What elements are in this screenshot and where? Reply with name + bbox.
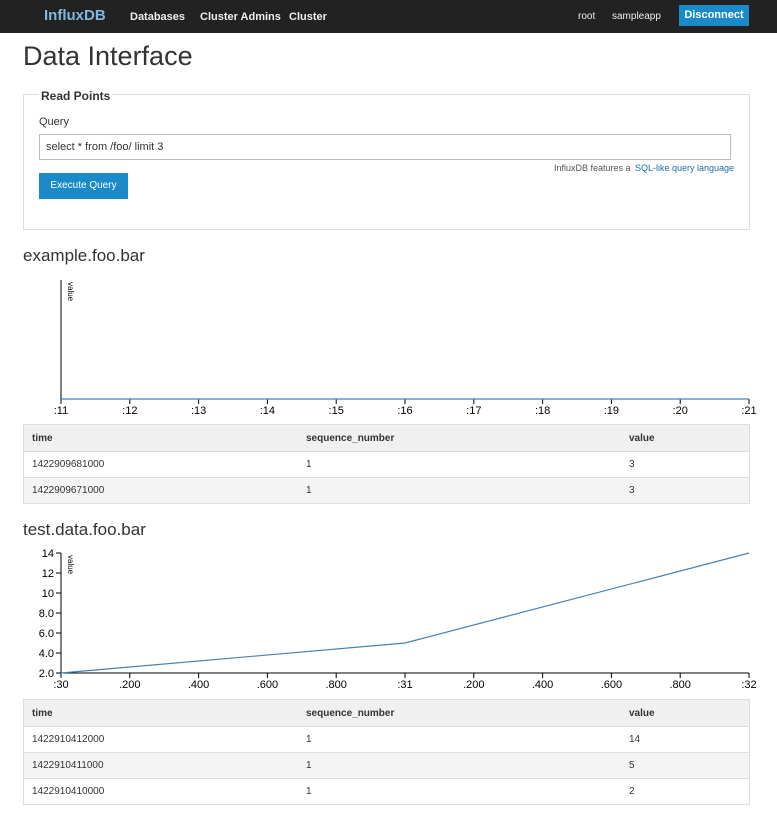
x-tick-label: .200 bbox=[463, 679, 484, 691]
x-tick-label: :16 bbox=[397, 405, 412, 417]
nav-link[interactable]: Cluster Admins bbox=[200, 11, 281, 23]
cell: 1422910410000 bbox=[23, 778, 298, 805]
y-tick-label: 14 bbox=[42, 548, 54, 560]
y-tick-label: 2.0 bbox=[39, 668, 54, 680]
x-tick-label: :11 bbox=[54, 405, 68, 417]
column-header: value bbox=[621, 424, 750, 452]
x-tick-label: .400 bbox=[532, 679, 553, 691]
table: time sequence_number value 1422909681000 1 3 1… bbox=[23, 424, 750, 504]
series-title: example.foo.bar bbox=[23, 246, 145, 265]
y-tick-label: 6.0 bbox=[39, 628, 54, 640]
disconnect-button[interactable]: Disconnect bbox=[679, 5, 749, 26]
x-tick-label: :14 bbox=[260, 405, 275, 417]
x-tick-label: :17 bbox=[466, 405, 481, 417]
cell: 1 bbox=[298, 726, 621, 753]
cell: 2 bbox=[621, 778, 750, 805]
cell: 1422909681000 bbox=[23, 451, 298, 478]
chart: value :30 .200 .400 .600 .800 :31 .200 .400 .600.… bbox=[39, 548, 757, 691]
cell: 1422910412000 bbox=[23, 726, 298, 753]
row: 1422909671000 1 3 bbox=[23, 477, 750, 504]
help-text: InfluxDB features a bbox=[554, 163, 631, 173]
x-tick-label: :21 bbox=[741, 405, 756, 417]
x-tick-label: :13 bbox=[191, 405, 206, 417]
header-row: time sequence_number value bbox=[23, 424, 750, 452]
legend: Read Points bbox=[39, 89, 113, 103]
column-header: time bbox=[23, 699, 298, 727]
x-tick-label: .800 bbox=[325, 679, 346, 691]
x-tick-label: .600 bbox=[257, 679, 278, 691]
column-header: sequence_number bbox=[298, 699, 621, 727]
x-tick-label: :19 bbox=[604, 405, 619, 417]
chart: value :11 :12 :13 :14 :15 :16 :17 :18 :19 :20 :21 bbox=[54, 280, 757, 417]
y-tick-label: 4.0 bbox=[39, 648, 54, 660]
x-tick-label: .400 bbox=[188, 679, 209, 691]
series-line bbox=[60, 552, 750, 674]
row: 1422910411000 1 5 bbox=[23, 752, 750, 779]
cell: 1422910411000 bbox=[23, 752, 298, 779]
y-axis-label: value bbox=[66, 555, 75, 575]
help-link[interactable]: SQL-like query language bbox=[635, 163, 735, 173]
row: 1422910410000 1 2 bbox=[23, 778, 750, 805]
x-tick-label: :18 bbox=[535, 405, 550, 417]
x-tick-label: .600 bbox=[601, 679, 622, 691]
x-tick-label: :15 bbox=[329, 405, 344, 417]
row: 1422909681000 1 3 bbox=[23, 451, 750, 478]
cell: 3 bbox=[621, 451, 750, 478]
x-tick-label: .800 bbox=[669, 679, 690, 691]
x-tick-label: :20 bbox=[673, 405, 688, 417]
cell: 5 bbox=[621, 752, 750, 779]
y-axis-label: value bbox=[66, 282, 75, 302]
row: 1422910412000 1 14 bbox=[23, 726, 750, 753]
cell: 3 bbox=[621, 477, 750, 504]
column-header: sequence_number bbox=[298, 424, 621, 452]
page-title: Data Interface bbox=[23, 41, 193, 71]
database: sampleapp bbox=[612, 11, 661, 22]
y-tick-label: 8.0 bbox=[39, 608, 54, 620]
label: Query bbox=[39, 116, 69, 128]
query-input[interactable]: select * from /foo/ limit 3 bbox=[39, 134, 731, 160]
cell: 1 bbox=[298, 451, 621, 478]
cell: 1 bbox=[298, 752, 621, 779]
x-tick-label: :12 bbox=[122, 405, 137, 417]
x-tick-label: .200 bbox=[119, 679, 140, 691]
table: time sequence_number value 1422910412000 1 14… bbox=[23, 699, 750, 805]
x-tick-label: :32 bbox=[741, 679, 756, 691]
user: root bbox=[578, 11, 596, 22]
y-tick-label: 12 bbox=[42, 568, 54, 580]
navbar: InfluxDB Databases Cluster Admins Cluste… bbox=[0, 0, 777, 33]
series-title: test.data.foo.bar bbox=[23, 520, 146, 539]
column-header: value bbox=[621, 699, 750, 727]
column-header: time bbox=[23, 424, 298, 452]
header-row: time sequence_number value bbox=[23, 699, 750, 727]
brand[interactable]: InfluxDB bbox=[44, 7, 106, 24]
cell: 1 bbox=[298, 477, 621, 504]
execute-button[interactable]: Execute Query bbox=[39, 173, 128, 199]
y-tick-label: 10 bbox=[42, 588, 54, 600]
cell: 1 bbox=[298, 778, 621, 805]
cell: 1422909671000 bbox=[23, 477, 298, 504]
query-form: Read Points Query select * from /foo/ li… bbox=[23, 89, 750, 230]
nav-link[interactable]: Databases bbox=[130, 11, 186, 23]
cell: 14 bbox=[621, 726, 750, 753]
nav-link[interactable]: Cluster bbox=[289, 11, 327, 23]
x-tick-label: :30 bbox=[53, 679, 68, 691]
x-tick-label: :31 bbox=[397, 679, 412, 691]
